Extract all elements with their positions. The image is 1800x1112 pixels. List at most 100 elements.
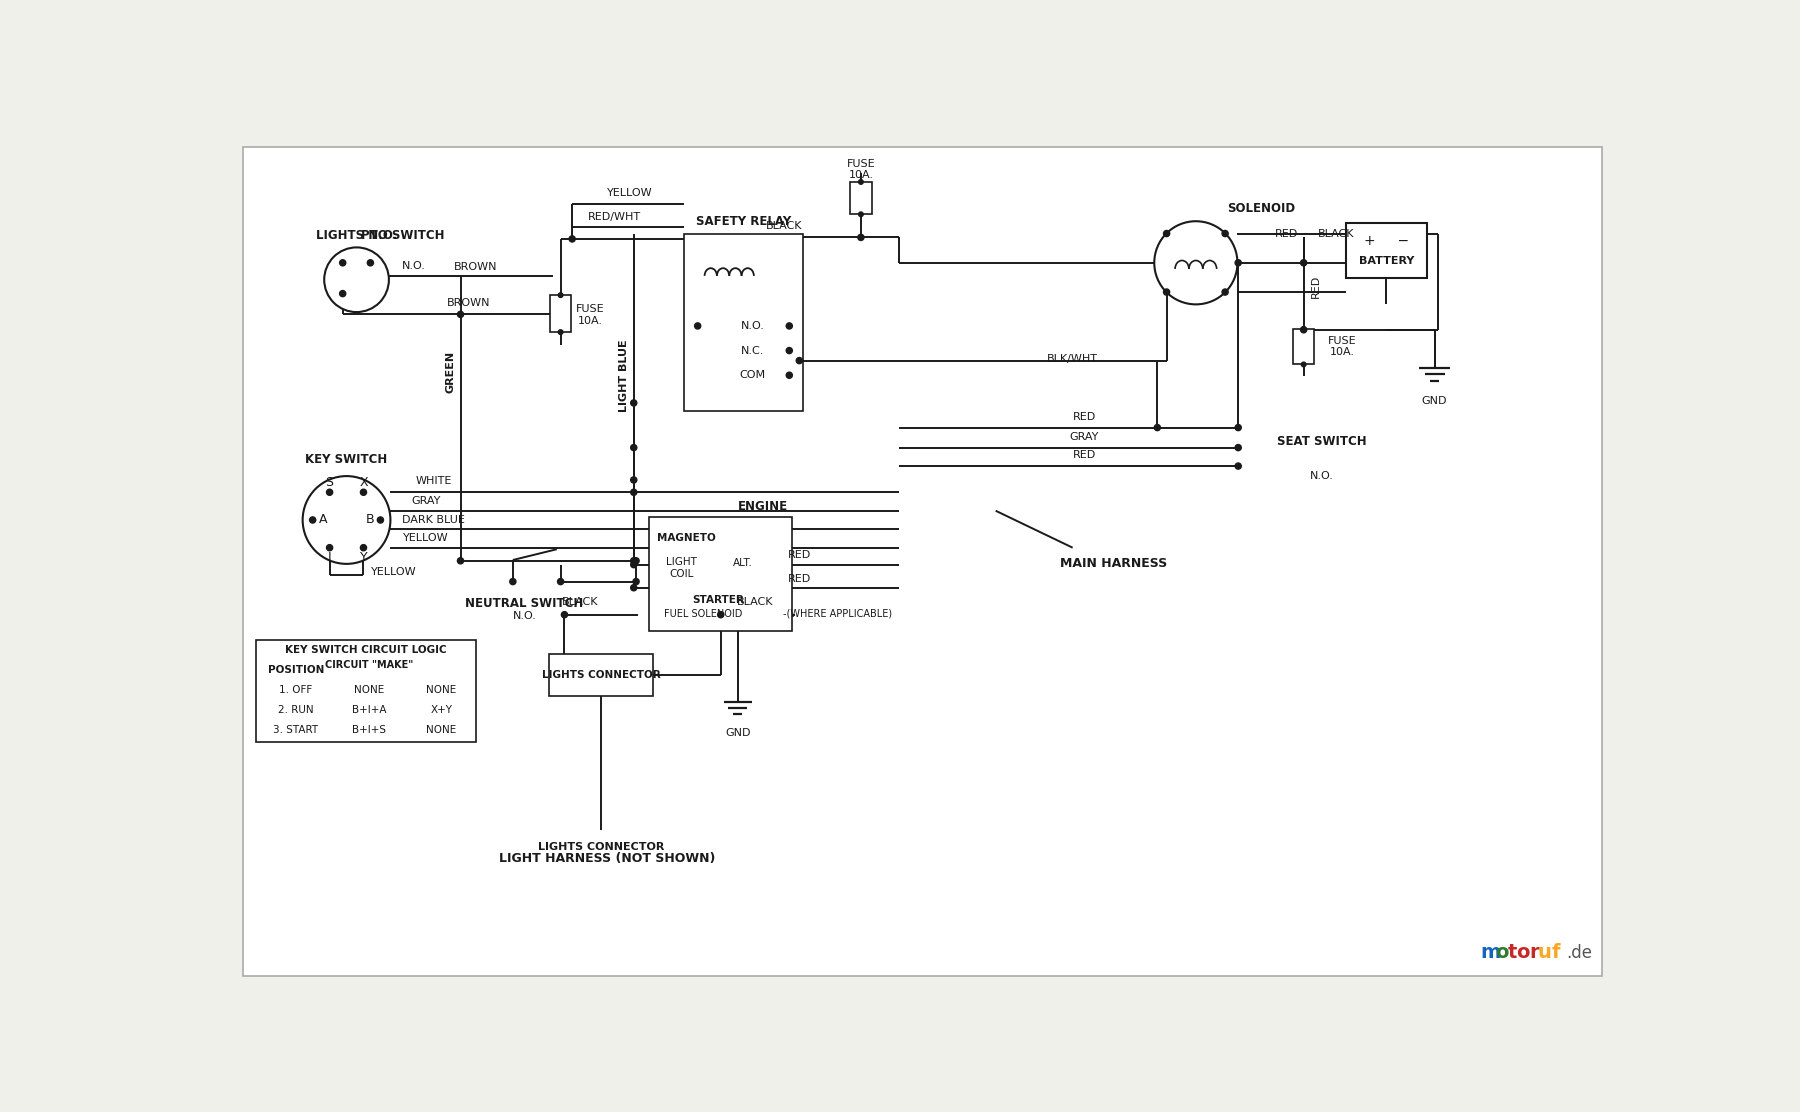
Circle shape <box>562 612 567 618</box>
Circle shape <box>509 578 517 585</box>
Circle shape <box>457 558 464 564</box>
Text: RED: RED <box>788 574 812 584</box>
Circle shape <box>859 212 864 217</box>
Text: SOLENOID: SOLENOID <box>1228 202 1296 216</box>
Text: GND: GND <box>725 727 751 737</box>
Text: SEAT SWITCH: SEAT SWITCH <box>1276 435 1366 448</box>
Text: f: f <box>1552 943 1559 962</box>
Circle shape <box>634 558 639 564</box>
Text: LIGHT: LIGHT <box>666 557 697 566</box>
Text: GREEN: GREEN <box>445 351 455 394</box>
Text: GRAY: GRAY <box>410 496 441 506</box>
Text: 3. START: 3. START <box>274 725 319 735</box>
Text: BLACK: BLACK <box>736 597 772 607</box>
Circle shape <box>1301 363 1307 367</box>
Text: 10A.: 10A. <box>1330 347 1355 357</box>
Text: BATTERY: BATTERY <box>1359 256 1415 266</box>
Text: POSITION: POSITION <box>268 665 324 675</box>
Text: BLACK: BLACK <box>1318 229 1354 239</box>
Circle shape <box>859 235 864 240</box>
Text: u: u <box>1537 943 1552 962</box>
Text: BROWN: BROWN <box>446 298 490 308</box>
Circle shape <box>302 476 391 564</box>
Circle shape <box>310 517 315 523</box>
Circle shape <box>1301 327 1307 332</box>
Circle shape <box>1235 260 1242 266</box>
Text: m: m <box>1481 943 1501 962</box>
Text: NONE: NONE <box>427 685 457 695</box>
Text: ALT.: ALT. <box>733 558 752 568</box>
Text: NONE: NONE <box>355 685 383 695</box>
Text: YELLOW: YELLOW <box>403 533 448 543</box>
Text: N.O.: N.O. <box>403 261 427 271</box>
Circle shape <box>1222 230 1228 237</box>
Text: RED: RED <box>788 550 812 560</box>
Text: GND: GND <box>1422 396 1447 406</box>
Text: o: o <box>1494 943 1508 962</box>
Circle shape <box>360 545 367 550</box>
Text: N.O.: N.O. <box>742 321 765 331</box>
Circle shape <box>796 358 803 364</box>
Circle shape <box>558 292 563 297</box>
Text: CIRCUIT "MAKE": CIRCUIT "MAKE" <box>324 659 412 669</box>
Text: COIL: COIL <box>670 569 693 579</box>
Text: X+Y: X+Y <box>430 705 452 715</box>
Circle shape <box>787 373 792 378</box>
Text: o: o <box>1516 943 1530 962</box>
Text: X: X <box>360 476 367 489</box>
Text: +     −: + − <box>1364 235 1409 248</box>
Bar <box>549 295 571 332</box>
Text: t: t <box>1508 943 1517 962</box>
Text: RED: RED <box>1310 275 1321 298</box>
Bar <box>850 182 871 215</box>
Text: .de: .de <box>1566 944 1593 962</box>
Circle shape <box>1154 221 1237 305</box>
Text: r: r <box>1528 943 1539 962</box>
Circle shape <box>326 489 333 495</box>
Circle shape <box>1163 230 1170 237</box>
Circle shape <box>718 612 724 618</box>
Circle shape <box>695 322 700 329</box>
Text: MAGNETO: MAGNETO <box>657 534 715 544</box>
Text: LIGHTS N.O.: LIGHTS N.O. <box>317 229 398 241</box>
Text: BLACK: BLACK <box>562 597 598 607</box>
Circle shape <box>630 489 637 495</box>
Text: BLK/WHT: BLK/WHT <box>1048 354 1098 364</box>
Text: LIGHTS CONNECTOR: LIGHTS CONNECTOR <box>538 842 664 852</box>
Circle shape <box>630 400 637 406</box>
Circle shape <box>630 585 637 590</box>
Circle shape <box>1301 327 1307 331</box>
Text: 10A.: 10A. <box>578 316 603 326</box>
Circle shape <box>1235 445 1242 450</box>
Text: RED: RED <box>1274 229 1298 239</box>
Text: 1. OFF: 1. OFF <box>279 685 313 695</box>
Text: KEY SWITCH CIRCUIT LOGIC: KEY SWITCH CIRCUIT LOGIC <box>286 645 446 655</box>
Text: I: I <box>328 552 331 564</box>
Text: WHITE: WHITE <box>416 476 452 486</box>
Text: FUSE: FUSE <box>576 304 605 314</box>
Circle shape <box>558 330 563 335</box>
Text: KEY SWITCH: KEY SWITCH <box>306 454 387 466</box>
Text: LIGHTS CONNECTOR: LIGHTS CONNECTOR <box>542 669 661 679</box>
Text: FUEL SOLENOID: FUEL SOLENOID <box>664 609 742 619</box>
Text: 10A.: 10A. <box>848 170 873 180</box>
Text: COM: COM <box>740 370 765 380</box>
Bar <box>1346 222 1427 278</box>
Text: FUSE: FUSE <box>846 159 875 169</box>
Circle shape <box>367 260 373 266</box>
Circle shape <box>1163 289 1170 295</box>
Text: B: B <box>365 514 374 526</box>
Circle shape <box>569 236 576 242</box>
Circle shape <box>340 260 346 266</box>
Text: B+I+S: B+I+S <box>351 725 385 735</box>
Text: FUSE: FUSE <box>1328 336 1357 346</box>
Circle shape <box>558 578 563 585</box>
Text: GRAY: GRAY <box>1069 431 1098 441</box>
Text: -(WHERE APPLICABLE): -(WHERE APPLICABLE) <box>783 609 893 619</box>
Text: B+I+A: B+I+A <box>351 705 387 715</box>
Text: Y: Y <box>360 552 367 564</box>
Text: N.O.: N.O. <box>513 612 536 622</box>
Circle shape <box>326 545 333 550</box>
Circle shape <box>787 347 792 354</box>
Circle shape <box>634 578 639 585</box>
